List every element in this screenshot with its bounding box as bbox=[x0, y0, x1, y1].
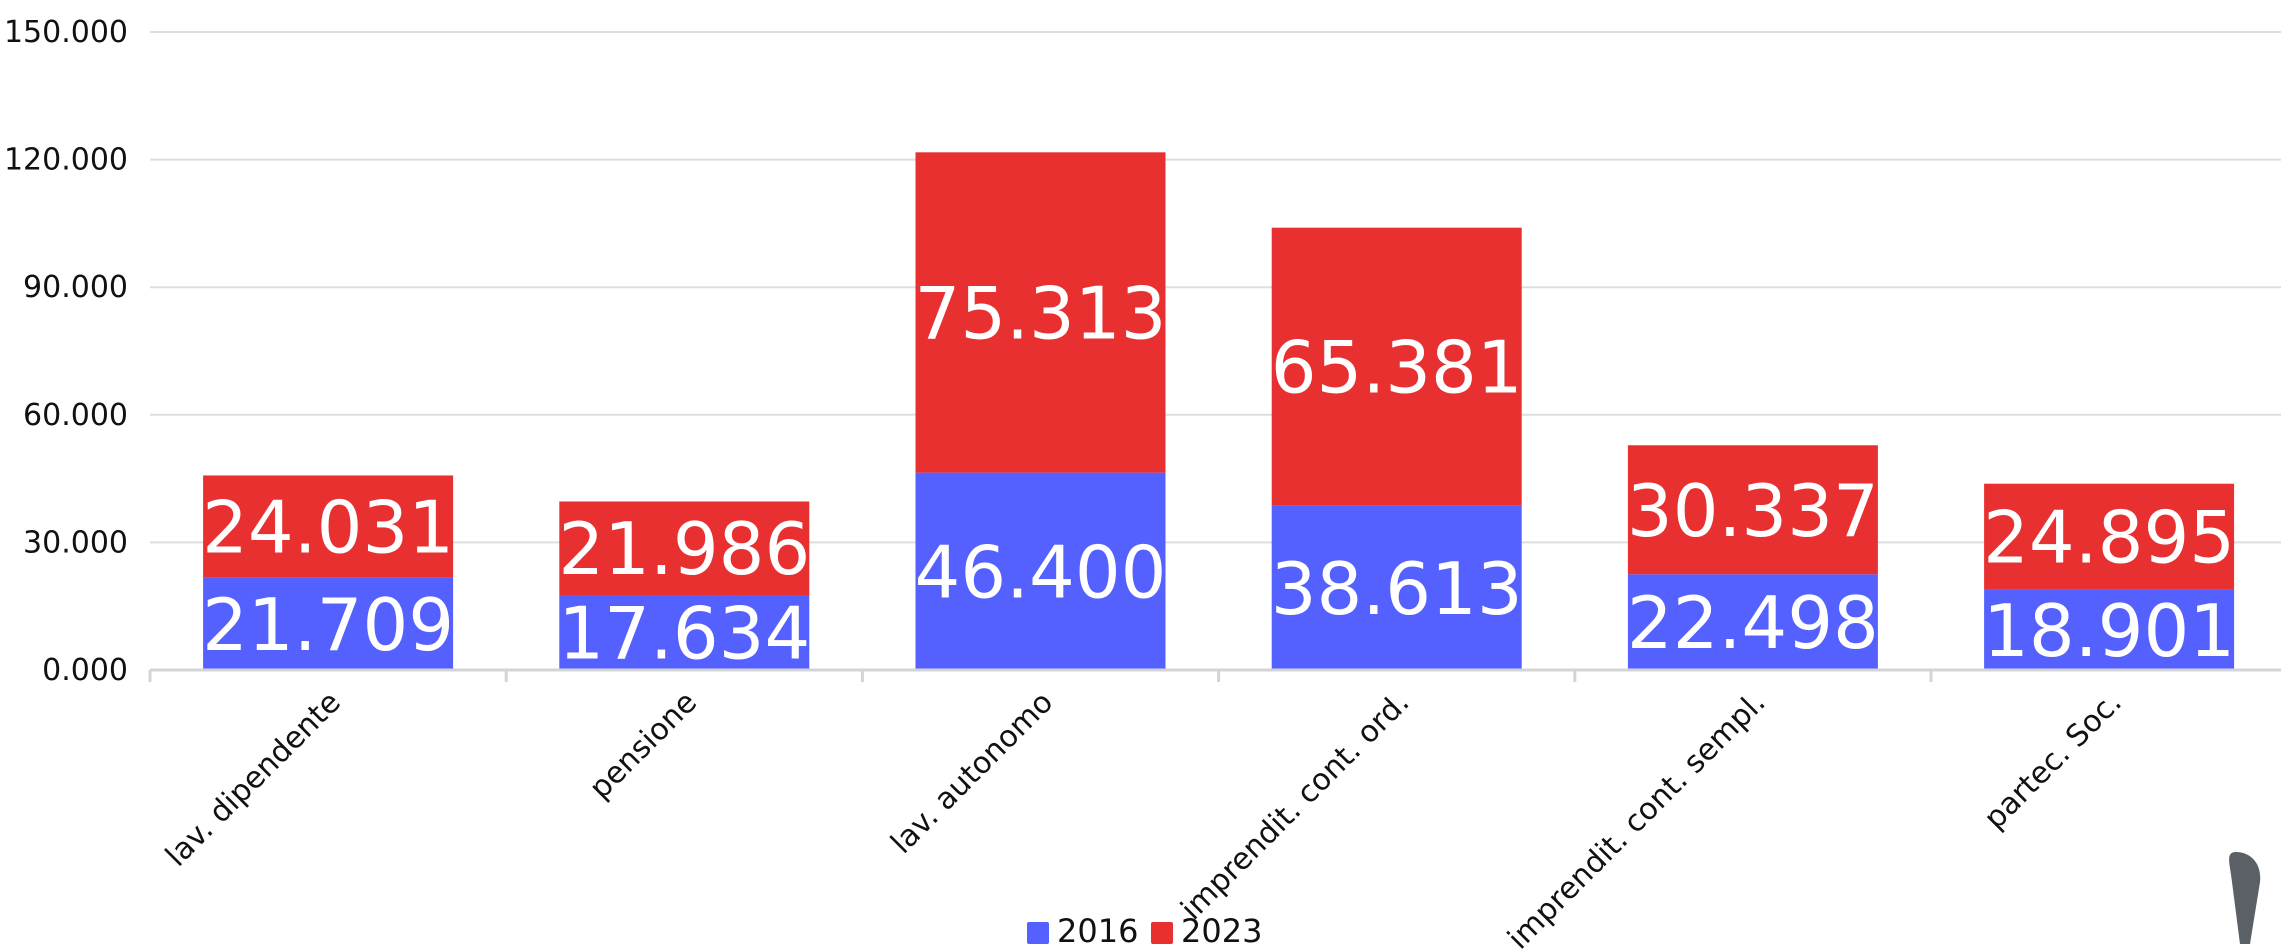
bar-2023 bbox=[1627, 445, 1878, 575]
data-label: 21.986 bbox=[558, 507, 810, 591]
x-tick-label: lav. autonomo bbox=[884, 685, 1060, 861]
y-tick-label: 90.000 bbox=[23, 270, 128, 305]
data-label: 46.400 bbox=[915, 530, 1167, 614]
bar-2016 bbox=[1271, 505, 1522, 670]
data-label: 21.709 bbox=[202, 583, 454, 667]
bar-2016 bbox=[559, 594, 810, 670]
x-axis: lav. dipendente pensione lav. autonomo impr… bbox=[148, 668, 2281, 950]
data-label: 30.337 bbox=[1627, 469, 1879, 553]
y-tick-label: 30.000 bbox=[23, 525, 128, 560]
x-tick-label: imprendit. cont. sempl. bbox=[1501, 685, 1772, 950]
legend-label: 2023 bbox=[1181, 912, 1262, 950]
data-label: 22.498 bbox=[1627, 581, 1879, 665]
x-tick-label: lav. dipendente bbox=[159, 685, 348, 874]
bar-2023 bbox=[559, 501, 810, 595]
legend-label: 2016 bbox=[1057, 912, 1138, 950]
data-label: 18.901 bbox=[1983, 589, 2235, 673]
data-label: 24.031 bbox=[202, 486, 454, 570]
y-axis: 0.000 30.000 60.000 90.000 120.000 150.000 bbox=[4, 15, 128, 688]
grid-lines bbox=[150, 31, 2281, 544]
data-label: 38.613 bbox=[1271, 547, 1523, 631]
bar-2023 bbox=[1271, 227, 1522, 506]
bar-2023 bbox=[203, 475, 454, 578]
y-tick-label: 150.000 bbox=[4, 15, 128, 50]
x-tick-label: partec. Soc. bbox=[1977, 685, 2128, 836]
data-label: 75.313 bbox=[915, 271, 1167, 355]
legend: 2016 2023 bbox=[1027, 912, 1262, 950]
bar-2016 bbox=[1627, 574, 1878, 670]
bar-2023 bbox=[1984, 483, 2235, 590]
y-tick-label: 0.000 bbox=[42, 653, 128, 688]
bar-2016 bbox=[203, 577, 454, 670]
pin-icon bbox=[2229, 852, 2261, 944]
legend-swatch bbox=[1151, 922, 1173, 944]
bar-2016 bbox=[1984, 589, 2235, 670]
data-label: 17.634 bbox=[558, 591, 810, 675]
data-label: 24.895 bbox=[1983, 496, 2235, 580]
y-tick-label: 60.000 bbox=[23, 398, 128, 433]
bar-2023 bbox=[915, 152, 1166, 473]
legend-swatch bbox=[1027, 922, 1049, 944]
data-label: 65.381 bbox=[1271, 326, 1523, 410]
x-tick-label: imprendit. cont. ord. bbox=[1174, 685, 1416, 927]
bar-2016 bbox=[915, 472, 1166, 670]
x-tick-label: pensione bbox=[583, 685, 704, 806]
y-tick-label: 120.000 bbox=[4, 143, 128, 178]
